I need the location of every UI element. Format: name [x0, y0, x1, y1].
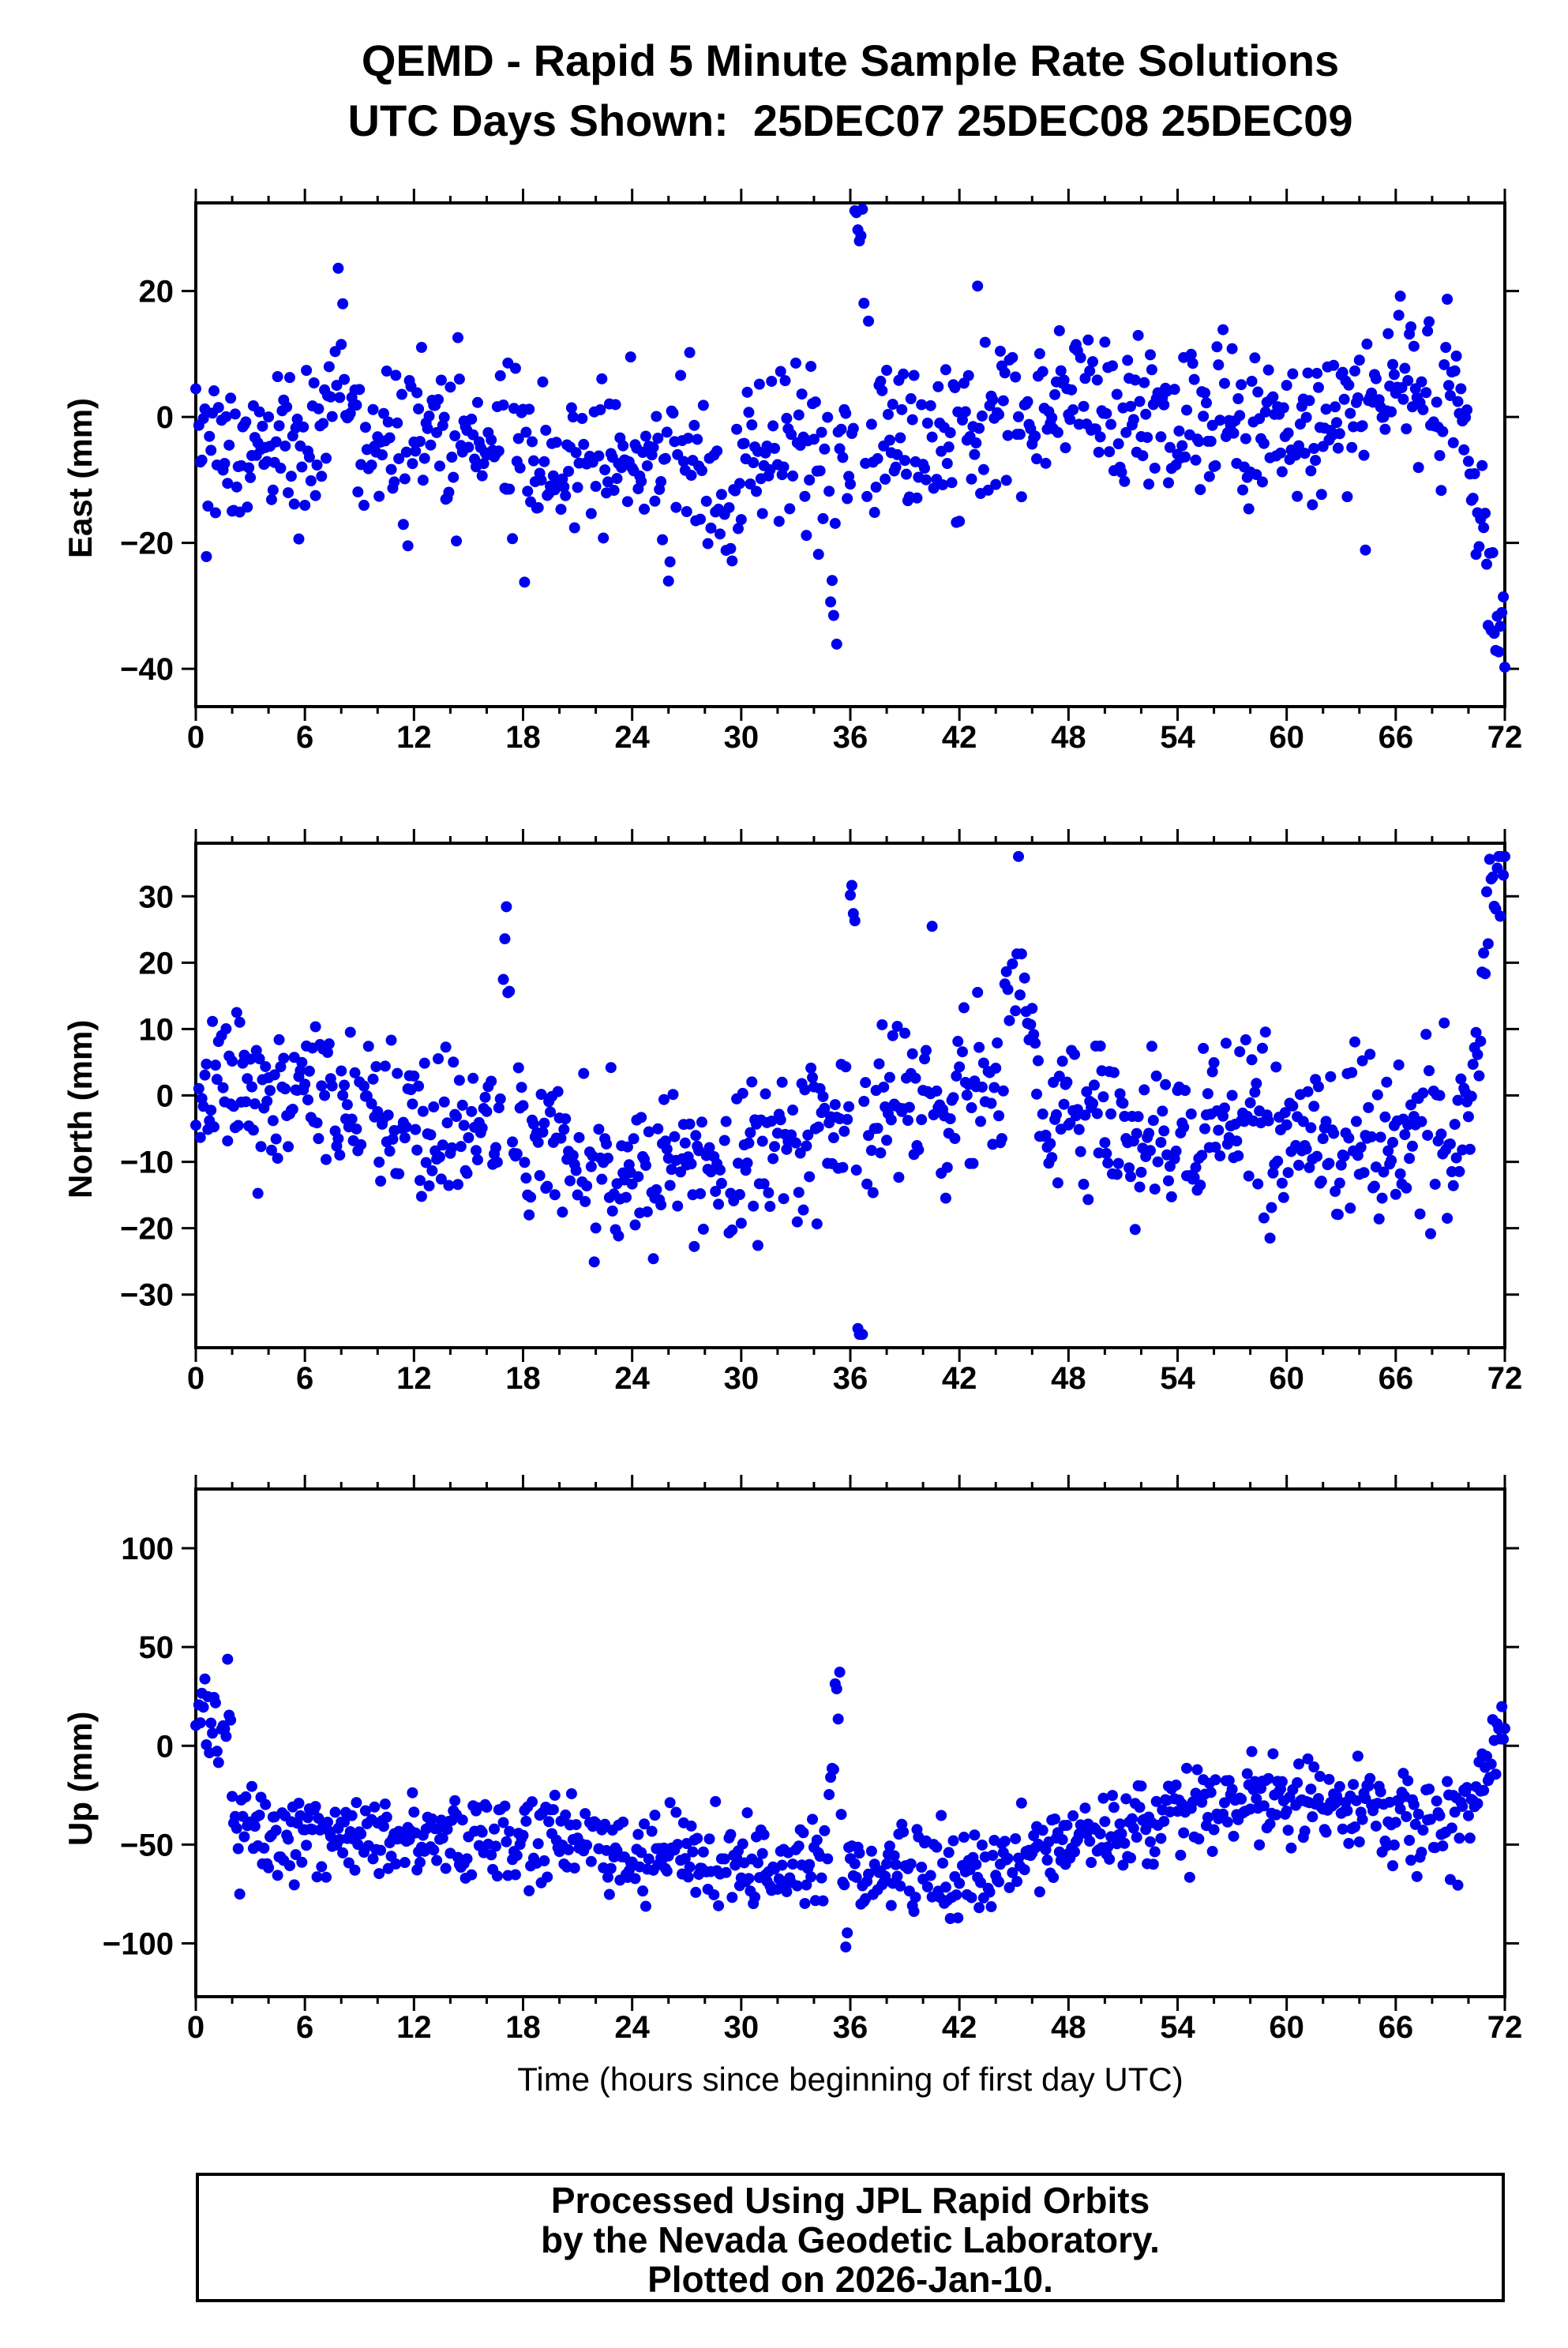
- svg-text:30: 30: [724, 1361, 760, 1396]
- svg-text:100: 100: [121, 1532, 174, 1566]
- svg-text:48: 48: [1051, 1361, 1086, 1396]
- svg-text:0: 0: [187, 2010, 204, 2045]
- svg-text:24: 24: [614, 720, 650, 755]
- svg-text:0: 0: [187, 720, 204, 755]
- svg-text:42: 42: [942, 2010, 977, 2045]
- svg-text:54: 54: [1160, 2010, 1195, 2045]
- svg-text:0: 0: [156, 1079, 174, 1114]
- svg-text:0: 0: [156, 400, 174, 435]
- svg-text:66: 66: [1379, 720, 1414, 755]
- svg-text:60: 60: [1269, 2010, 1304, 2045]
- svg-text:72: 72: [1487, 2010, 1523, 2045]
- svg-text:72: 72: [1487, 1361, 1523, 1396]
- svg-text:50: 50: [139, 1630, 174, 1665]
- svg-text:42: 42: [942, 1361, 977, 1396]
- svg-text:36: 36: [833, 2010, 868, 2045]
- svg-text:30: 30: [139, 880, 174, 914]
- svg-text:0: 0: [187, 1361, 204, 1396]
- svg-text:−100: −100: [103, 1926, 174, 1961]
- svg-text:36: 36: [833, 720, 868, 755]
- svg-text:18: 18: [505, 2010, 541, 2045]
- svg-text:72: 72: [1487, 720, 1523, 755]
- svg-text:60: 60: [1269, 1361, 1304, 1396]
- svg-text:60: 60: [1269, 720, 1304, 755]
- svg-text:12: 12: [396, 720, 432, 755]
- svg-text:66: 66: [1379, 2010, 1414, 2045]
- svg-text:30: 30: [724, 720, 760, 755]
- svg-text:12: 12: [396, 1361, 432, 1396]
- svg-text:24: 24: [614, 1361, 650, 1396]
- svg-text:42: 42: [942, 720, 977, 755]
- svg-text:6: 6: [296, 720, 313, 755]
- svg-text:66: 66: [1379, 1361, 1414, 1396]
- svg-text:10: 10: [139, 1012, 174, 1047]
- svg-text:−20: −20: [120, 527, 174, 561]
- svg-text:6: 6: [296, 2010, 313, 2045]
- svg-text:24: 24: [614, 2010, 650, 2045]
- svg-text:0: 0: [156, 1729, 174, 1764]
- svg-text:20: 20: [139, 275, 174, 309]
- svg-text:54: 54: [1160, 1361, 1195, 1396]
- svg-text:20: 20: [139, 946, 174, 981]
- svg-text:48: 48: [1051, 2010, 1086, 2045]
- svg-text:30: 30: [724, 2010, 760, 2045]
- svg-text:18: 18: [505, 720, 541, 755]
- svg-text:−30: −30: [120, 1278, 174, 1313]
- svg-text:−20: −20: [120, 1212, 174, 1247]
- svg-text:6: 6: [296, 1361, 313, 1396]
- svg-text:48: 48: [1051, 720, 1086, 755]
- svg-text:36: 36: [833, 1361, 868, 1396]
- svg-text:54: 54: [1160, 720, 1195, 755]
- svg-text:18: 18: [505, 1361, 541, 1396]
- svg-text:−40: −40: [120, 652, 174, 687]
- svg-text:−10: −10: [120, 1146, 174, 1180]
- svg-text:12: 12: [396, 2010, 432, 2045]
- svg-text:−50: −50: [120, 1828, 174, 1862]
